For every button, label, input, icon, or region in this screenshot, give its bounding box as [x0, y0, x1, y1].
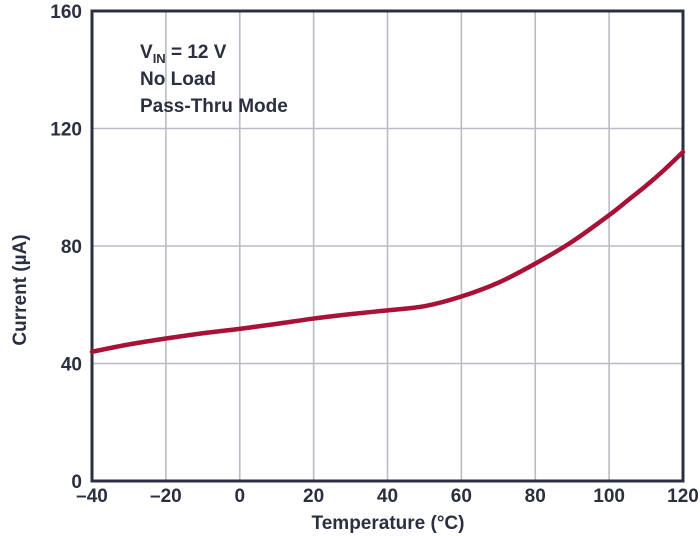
- y-axis-title: Current (µA): [10, 234, 31, 345]
- y-axis-tick-labels: 0 40 80 120 160: [50, 2, 82, 493]
- x-tick-label: 0: [234, 486, 245, 507]
- x-tick-label: 20: [303, 486, 324, 507]
- annotation-v-subscript: IN: [153, 51, 166, 66]
- grid-lines: [92, 11, 683, 481]
- x-tick-label: 80: [525, 486, 546, 507]
- x-tick-label: –20: [150, 486, 182, 507]
- y-tick-label: 120: [50, 120, 82, 141]
- plot-area-border: [90, 9, 685, 483]
- annotation-line-vin: VIN = 12 V: [140, 42, 227, 66]
- x-tick-label: 120: [667, 486, 699, 507]
- annotation-v-value: = 12 V: [166, 42, 227, 63]
- y-tick-label: 80: [61, 237, 82, 258]
- annotation-v-symbol: V: [140, 42, 153, 63]
- x-tick-label: –40: [76, 486, 108, 507]
- y-tick-label: 0: [71, 472, 82, 493]
- x-tick-label: 40: [377, 486, 398, 507]
- data-series-line: [89, 149, 686, 354]
- x-axis-title: Temperature (°C): [312, 513, 465, 534]
- x-tick-label: 100: [593, 486, 625, 507]
- annotation-line-mode: Pass-Thru Mode: [140, 96, 288, 117]
- annotation-line-noload: No Load: [140, 69, 216, 90]
- y-tick-label: 40: [61, 355, 82, 376]
- x-axis-tick-labels: –40 –20 0 20 40 60 80 100 120: [76, 486, 699, 507]
- x-tick-label: 60: [451, 486, 472, 507]
- y-tick-label: 160: [50, 2, 82, 23]
